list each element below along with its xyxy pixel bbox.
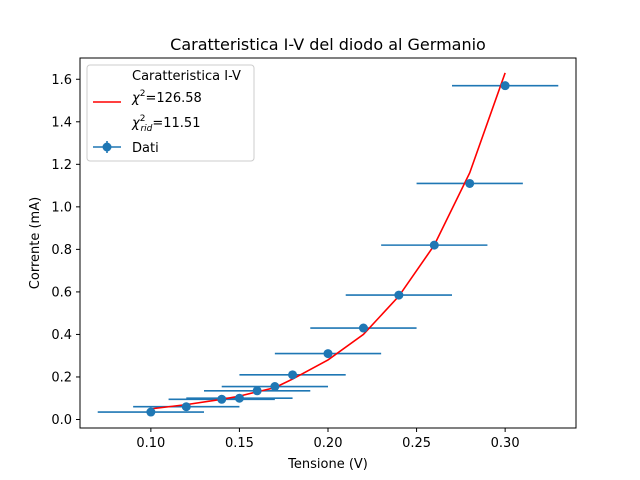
y-axis-ticks: 0.0 0.2 0.4 0.6 0.8 1.0 1.2 1.4 1.6 — [51, 73, 80, 428]
legend-chi2rid: χ2 rid=11.51 — [131, 114, 200, 134]
y-tick-label: 0.0 — [51, 413, 72, 428]
data-point — [288, 370, 298, 380]
data-point — [252, 386, 262, 396]
x-tick-label: 0.30 — [491, 436, 520, 451]
x-axis-title: Tensione (V) — [287, 457, 368, 472]
x-axis-ticks: 0.10 0.15 0.20 0.25 0.30 — [136, 428, 520, 451]
y-axis-title: Corrente (mA) — [28, 197, 43, 289]
data-point — [146, 407, 156, 417]
data-point — [465, 178, 475, 188]
x-tick-label: 0.10 — [136, 436, 165, 451]
data-point — [358, 323, 368, 333]
data-point — [323, 349, 333, 359]
data-points-layer — [146, 81, 510, 417]
data-point — [394, 290, 404, 300]
y-tick-label: 1.2 — [51, 158, 72, 173]
legend-data-swatch — [93, 141, 121, 153]
y-tick-label: 0.6 — [51, 285, 72, 300]
data-point — [429, 240, 439, 250]
data-point — [234, 393, 244, 403]
y-tick-label: 1.4 — [51, 115, 72, 130]
legend: Caratteristica I-V χ2=126.58 χ2 rid=11.51… — [86, 64, 255, 162]
legend-box — [86, 64, 255, 162]
x-tick-label: 0.15 — [225, 436, 254, 451]
chart-title: Caratteristica I-V del diodo al Germanio — [170, 35, 486, 54]
y-tick-label: 0.8 — [51, 243, 72, 258]
data-point — [270, 382, 280, 392]
y-tick-label: 0.2 — [51, 370, 72, 385]
legend-fit-title: Caratteristica I-V — [132, 69, 241, 84]
legend-chi2: χ2=126.58 — [131, 89, 202, 106]
y-tick-label: 0.4 — [51, 328, 72, 343]
x-tick-label: 0.20 — [314, 436, 343, 451]
legend-data-label: Dati — [132, 141, 159, 156]
y-tick-label: 1.6 — [51, 73, 72, 88]
y-tick-label: 1.0 — [51, 200, 72, 215]
data-point — [500, 81, 510, 91]
data-point — [217, 394, 227, 404]
x-tick-label: 0.25 — [402, 436, 431, 451]
data-point — [181, 402, 191, 412]
